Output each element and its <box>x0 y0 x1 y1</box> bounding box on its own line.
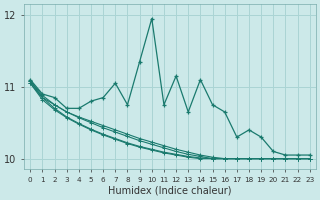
X-axis label: Humidex (Indice chaleur): Humidex (Indice chaleur) <box>108 186 232 196</box>
